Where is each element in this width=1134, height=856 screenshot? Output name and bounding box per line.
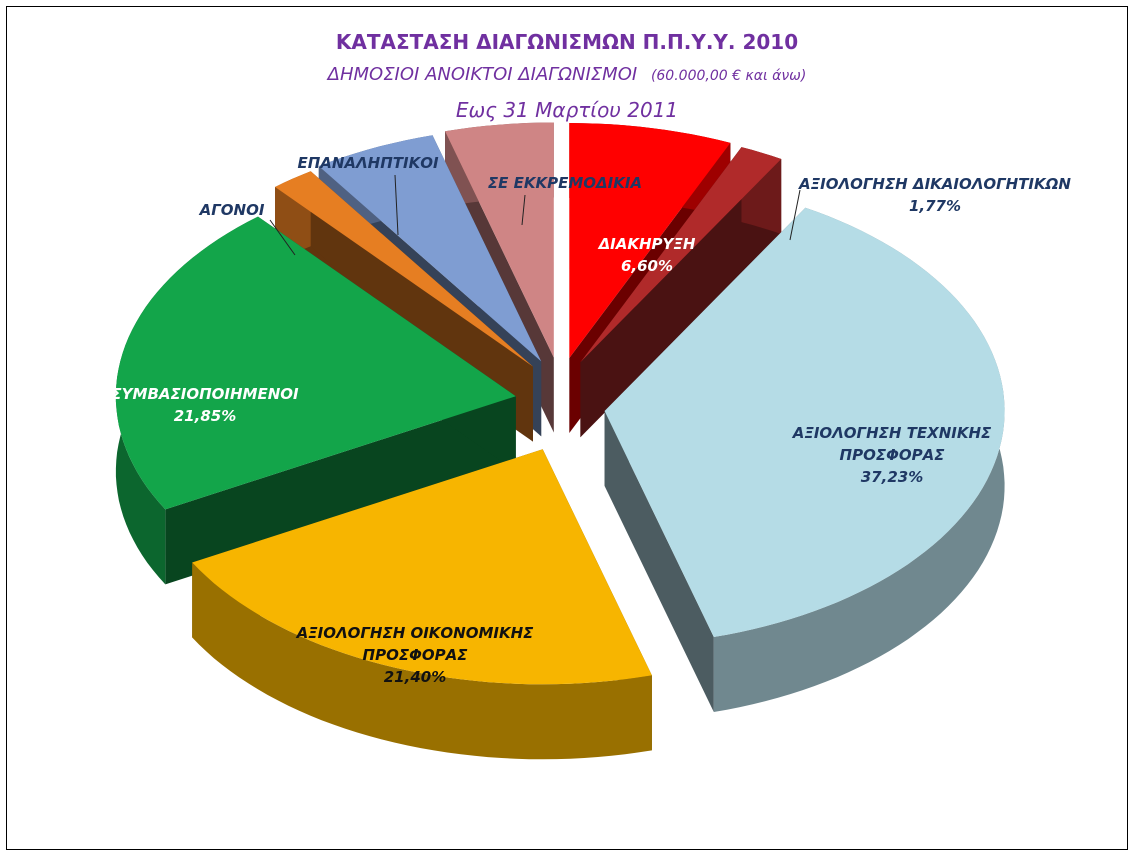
- category-label: ΔΙΑΚΗΡΥΞΗ: [598, 235, 696, 253]
- category-label: ΣΥΜΒΑΣΙΟΠΟΙΗΜΕΝΟΙ: [111, 385, 299, 403]
- data-label: ΑΞΙΟΛΟΓΗΣΗ ΤΕΧΝΙΚΗΣ ΠΡΟΣΦΟΡΑΣ 37,23%: [787, 422, 997, 488]
- value-label: 21,85%: [173, 407, 237, 425]
- subtitle-note: (60.000,00 € και άνω): [650, 68, 807, 84]
- slice: [318, 135, 542, 362]
- date-line: Εως 31 Μαρτίου 2011: [455, 98, 679, 122]
- chart-subtitle: ΔΗΜΟΣΙΟΙ ΑΝΟΙΚΤΟΙ ΔΙΑΓΩΝΙΣΜΟΙ: [327, 64, 638, 85]
- leader-line: [394, 174, 399, 236]
- slice: [569, 123, 731, 358]
- category-label: ΑΞΙΟΛΟΓΗΣΗ ΟΙΚΟΝΟΜΙΚΗΣ ΠΡΟΣΦΟΡΑΣ: [296, 624, 534, 664]
- slice: [275, 171, 533, 367]
- slice: [580, 147, 782, 363]
- slice: [192, 449, 652, 685]
- leader-line: [521, 194, 526, 226]
- slice-side: [580, 159, 782, 438]
- value-label: 1,77%: [908, 197, 962, 215]
- slice: [604, 207, 1005, 637]
- data-label: ΑΞΙΟΛΟΓΗΣΗ ΔΙΚΑΙΟΛΟΓΗΤΙΚΩΝ 1,77%: [785, 173, 1085, 217]
- slice: [115, 216, 516, 510]
- data-label: ΣΥΜΒΑΣΙΟΠΟΙΗΜΕΝΟΙ 21,85%: [55, 383, 355, 427]
- slice-side: [604, 411, 714, 712]
- subtitle-line: ΔΗΜΟΣΙΟΙ ΑΝΟΙΚΤΟΙ ΔΙΑΓΩΝΙΣΜΟΙ (60.000,00…: [0, 64, 1134, 85]
- slice-side: [165, 396, 516, 585]
- category-label: ΑΓΟΝΟΙ: [199, 201, 265, 219]
- leader-line: [789, 189, 801, 241]
- slice: [445, 122, 554, 358]
- category-label: ΑΞΙΟΛΟΓΗΣΗ ΔΙΚΑΙΟΛΟΓΗΤΙΚΩΝ: [799, 175, 1071, 193]
- value-label: 21,40%: [383, 668, 447, 686]
- slice-wall: [192, 562, 652, 760]
- category-label: ΑΞΙΟΛΟΓΗΣΗ ΤΕΧΝΙΚΗΣ ΠΡΟΣΦΟΡΑΣ: [792, 424, 992, 464]
- category-label: ΣΕ ΕΚΚΡΕΜΟΔΙΚΙΑ: [487, 174, 643, 192]
- data-label: ΔΙΑΚΗΡΥΞΗ 6,60%: [497, 233, 797, 277]
- leader-line: [269, 219, 296, 256]
- data-label: ΣΕ ΕΚΚΡΕΜΟΔΙΚΙΑ: [415, 172, 715, 194]
- data-label: ΕΠΑΝΑΛΗΠΤΙΚΟΙ: [218, 152, 518, 174]
- category-label: ΕΠΑΝΑΛΗΠΤΙΚΟΙ: [297, 154, 439, 172]
- value-label: 37,23%: [860, 468, 924, 486]
- chart-title: ΚΑΤΑΣΤΑΣΗ ΔΙΑΓΩΝΙΣΜΩΝ Π.Π.Υ.Υ. 2010: [335, 30, 799, 54]
- data-label: ΑΞΙΟΛΟΓΗΣΗ ΟΙΚΟΝΟΜΙΚΗΣ ΠΡΟΣΦΟΡΑΣ 21,40%: [280, 622, 550, 688]
- frame: [6, 6, 1128, 850]
- value-label: 6,60%: [620, 257, 674, 275]
- data-label: ΑΓΟΝΟΙ: [82, 199, 382, 221]
